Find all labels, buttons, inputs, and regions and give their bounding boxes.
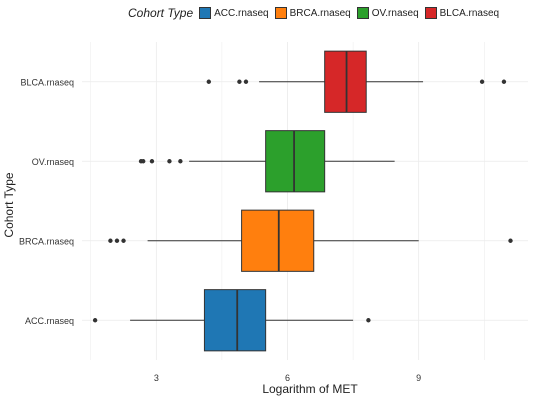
outlier-point-blca — [501, 79, 507, 84]
x-axis-title: Logarithm of MET — [262, 382, 358, 396]
box-brca — [241, 209, 315, 272]
outlier-point-blca — [237, 79, 242, 84]
legend-key-ov — [356, 7, 369, 19]
y-tick-label-ov: OV.rnaseq — [32, 157, 74, 167]
y-tick-label-acc: ACC.rnaseq — [25, 316, 74, 326]
x-tick-label: 3 — [154, 373, 159, 383]
outlier-point-brca — [114, 238, 120, 243]
x-tick-label: 9 — [416, 373, 421, 383]
legend-title: Cohort Type — [128, 6, 194, 20]
outlier-point-ov — [141, 159, 146, 164]
box-ov — [265, 130, 326, 193]
legend-key-acc — [199, 7, 212, 19]
outlier-point-acc — [366, 318, 371, 323]
box-acc — [203, 289, 267, 352]
outlier-point-brca — [121, 238, 126, 243]
outlier-point-ov — [178, 159, 183, 164]
outlier-point-blca — [243, 79, 249, 84]
outlier-point-acc — [92, 318, 98, 323]
outlier-point-blca — [479, 79, 485, 84]
y-axis-title: Cohort Type — [2, 172, 16, 238]
legend-key-blca — [424, 7, 437, 19]
legend-key-brca — [274, 7, 287, 19]
outlier-point-ov — [149, 159, 155, 164]
y-tick-label-brca: BRCA.rnaseq — [19, 236, 74, 246]
legend-label-acc: ACC.rnaseq — [214, 7, 269, 19]
outlier-point-brca — [108, 238, 113, 243]
x-tick-label: 6 — [285, 373, 290, 383]
outlier-point-ov — [167, 159, 172, 164]
legend-item-blca: BLCA.rnaseq — [424, 7, 500, 19]
legend-item-brca: BRCA.rnaseq — [274, 7, 351, 19]
outlier-point-blca — [206, 79, 212, 84]
legend-label-brca: BRCA.rnaseq — [289, 7, 351, 19]
outlier-point-brca — [508, 238, 513, 243]
legend: Cohort Type ACC.rnaseq BRCA.rnaseq OV.rn… — [128, 6, 505, 20]
legend-label-blca: BLCA.rnaseq — [439, 7, 500, 19]
legend-label-ov: OV.rnaseq — [371, 7, 419, 19]
legend-item-acc: ACC.rnaseq — [199, 7, 269, 19]
y-tick-label-blca: BLCA.rnaseq — [20, 77, 74, 87]
legend-item-ov: OV.rnaseq — [356, 7, 419, 19]
box-blca — [324, 50, 367, 113]
